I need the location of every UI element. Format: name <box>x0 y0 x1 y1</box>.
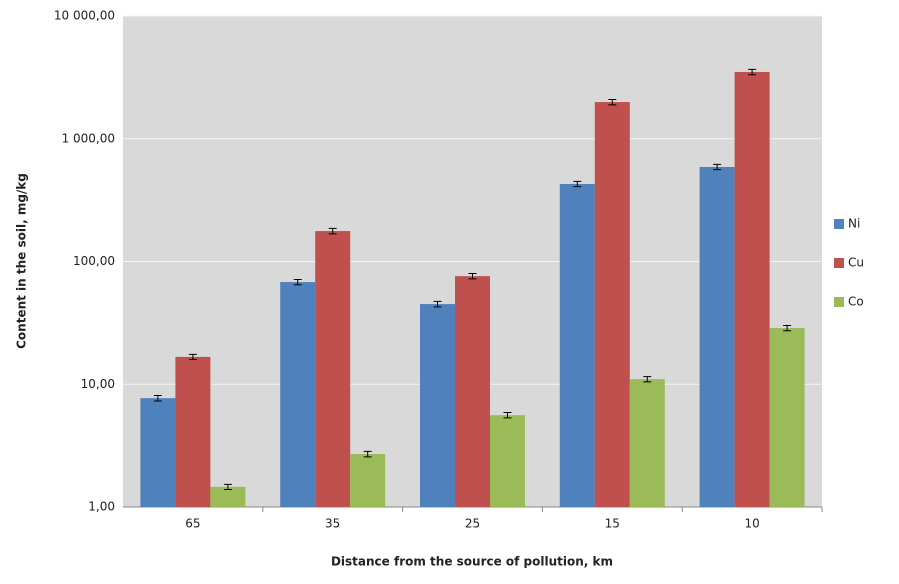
error-bar <box>363 450 372 458</box>
bar <box>490 415 525 507</box>
bar <box>210 486 246 507</box>
y-tick-label: 10,00 <box>81 377 115 391</box>
legend-label: Co <box>848 295 864 309</box>
bar <box>140 398 176 507</box>
error-bar <box>573 180 582 188</box>
y-tick-label: 1 000,00 <box>62 131 115 145</box>
bar <box>280 282 316 507</box>
error-bar <box>468 273 477 280</box>
bar <box>769 328 805 507</box>
bar <box>350 454 386 507</box>
legend-label: Ni <box>848 217 860 231</box>
y-tick-label: 1,00 <box>88 500 115 514</box>
y-tick-label: 10 000,00 <box>54 9 115 23</box>
bar <box>594 102 630 507</box>
error-bar <box>608 98 617 106</box>
x-tick-label: 35 <box>325 517 340 531</box>
error-bar <box>153 394 162 402</box>
bar <box>420 304 455 507</box>
legend-label: Cu <box>848 256 864 270</box>
legend-swatch <box>834 258 844 268</box>
legend-swatch <box>834 219 844 229</box>
y-axis-label: Content in the soil, mg/kg <box>15 173 29 349</box>
bar <box>559 183 595 507</box>
bar <box>699 166 735 507</box>
legend-swatch <box>834 297 844 307</box>
y-tick-label: 100,00 <box>73 254 115 268</box>
bar <box>455 276 490 507</box>
bar <box>175 356 211 507</box>
bar <box>315 231 351 507</box>
bar <box>734 71 770 508</box>
x-tick-label: 10 <box>744 517 759 531</box>
error-bar <box>433 300 442 308</box>
error-bar <box>188 353 197 361</box>
x-tick-label: 15 <box>605 517 620 531</box>
error-bar <box>293 278 302 286</box>
error-bar <box>328 227 337 235</box>
bar <box>629 379 665 507</box>
error-bar <box>783 325 792 332</box>
error-bar <box>713 163 722 171</box>
error-bar <box>643 376 652 383</box>
error-bar <box>503 412 512 419</box>
x-tick-label: 25 <box>465 517 480 531</box>
error-bar <box>223 483 232 490</box>
error-bar <box>748 68 757 76</box>
x-axis-label: Distance from the source of pollution, k… <box>331 555 613 569</box>
x-tick-label: 65 <box>185 517 200 531</box>
